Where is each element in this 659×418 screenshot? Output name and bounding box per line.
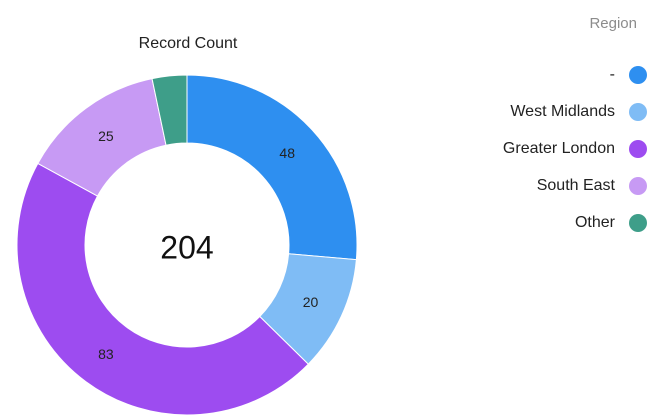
- legend-item-south-east[interactable]: South East: [503, 167, 647, 204]
- legend-label: West Midlands: [510, 102, 615, 120]
- legend-swatch: [629, 139, 647, 158]
- legend-swatch: [629, 213, 647, 232]
- legend-item-other[interactable]: Other: [503, 204, 647, 241]
- center-total: 204: [160, 229, 214, 266]
- slice-value-label: 83: [98, 346, 114, 362]
- legend: Region - West Midlands Greater London So…: [503, 12, 647, 241]
- legend-label: Other: [574, 213, 615, 231]
- legend-title: Region: [589, 15, 637, 32]
- legend-item-west-midlands[interactable]: West Midlands: [503, 93, 647, 130]
- slice-value-label: 20: [303, 294, 319, 310]
- slice-value-label: 48: [279, 145, 295, 161]
- legend-label: South East: [536, 176, 615, 194]
- donut-slice[interactable]: [186, 74, 358, 261]
- chart-title: Record Count: [138, 35, 238, 52]
- legend-label: -: [609, 65, 615, 83]
- legend-swatch: [629, 102, 647, 121]
- legend-swatch: [629, 65, 647, 84]
- slice-value-label: 25: [98, 128, 114, 144]
- legend-item-dash[interactable]: -: [503, 56, 647, 93]
- legend-swatch: [629, 176, 647, 195]
- donut-slice[interactable]: [16, 162, 309, 416]
- donut-slice[interactable]: [151, 74, 188, 146]
- legend-label: Greater London: [502, 139, 615, 157]
- legend-item-greater-london[interactable]: Greater London: [503, 130, 647, 167]
